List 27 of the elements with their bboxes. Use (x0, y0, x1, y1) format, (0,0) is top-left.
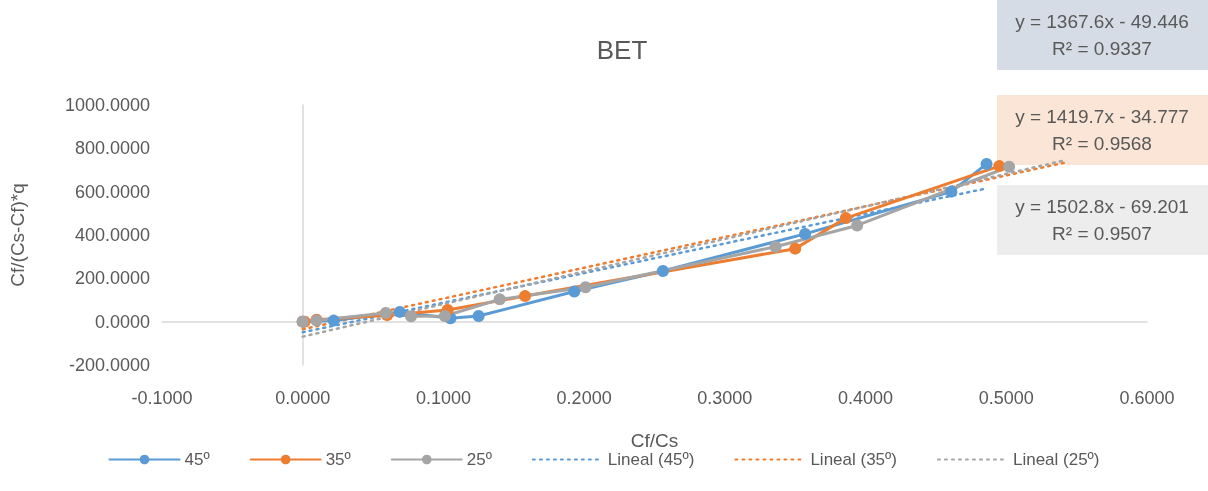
x-tick-label: 0.0000 (275, 388, 331, 408)
legend-label: 25º (466, 450, 492, 469)
x-tick-label: 0.1000 (415, 388, 471, 408)
y-tick-label: 800.0000 (74, 138, 150, 159)
legend-label: Lineal (45º) (607, 450, 695, 469)
y-tick-label: 0.0000 (94, 311, 150, 332)
x-tick-label: 0.3000 (697, 388, 753, 408)
text: y = 1367.6x - 49.446 R² = 0.9337 (1015, 11, 1189, 59)
y-tick-label: 200.0000 (74, 268, 150, 289)
y-tick-label: 600.0000 (74, 181, 150, 202)
x-axis-title: Cf/Cs (630, 430, 679, 451)
x-tick-label: 0.5000 (978, 388, 1034, 408)
y-tick-label: 400.0000 (74, 225, 150, 245)
x-tick-label: 0.2000 (556, 388, 612, 408)
annotation: y = 1419.7x - 34.777 R² = 0.9568 (1015, 106, 1189, 154)
x-tick-label: -0.1000 (131, 388, 193, 408)
legend-label: Lineal (35º) (810, 450, 897, 469)
chart-title: BET (596, 35, 648, 65)
x-tick-label: 0.6000 (1119, 388, 1175, 408)
y-tick-label: -200.0000 (68, 355, 150, 375)
x-tick-label: 0.4000 (838, 388, 894, 408)
annotation: y = 1502.8x - 69.201 R² = 0.9507 (1015, 196, 1189, 244)
legend-label: 35º (325, 450, 351, 469)
y-axis-title: Cf/(Cs-Cf)*q (7, 183, 28, 287)
legend-label: 45º (184, 450, 210, 469)
legend-label: Lineal (25º) (1012, 450, 1100, 469)
y-tick-label: 1000.0000 (64, 95, 150, 115)
